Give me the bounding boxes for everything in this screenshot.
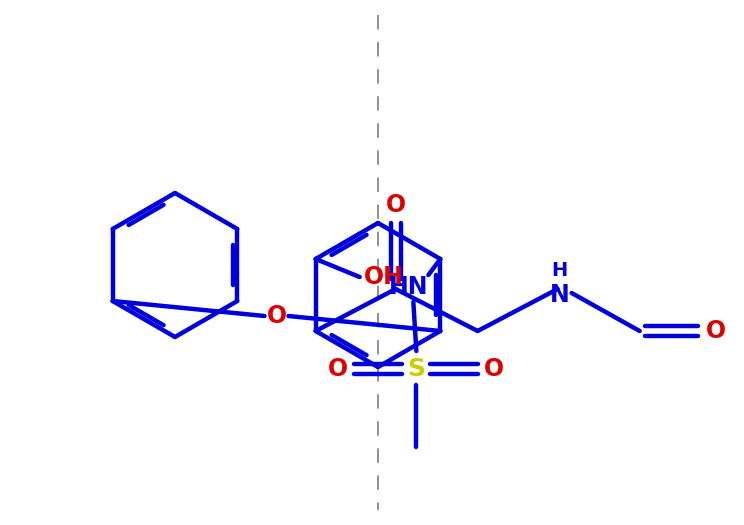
Text: O: O (385, 193, 405, 217)
Text: O: O (266, 304, 286, 328)
Text: O: O (705, 319, 725, 343)
Text: S: S (408, 357, 426, 381)
Text: HN: HN (388, 275, 428, 299)
Text: O: O (484, 357, 504, 381)
Text: OH: OH (364, 265, 403, 289)
Text: H: H (551, 261, 568, 280)
Text: N: N (550, 283, 569, 307)
Text: O: O (328, 357, 348, 381)
